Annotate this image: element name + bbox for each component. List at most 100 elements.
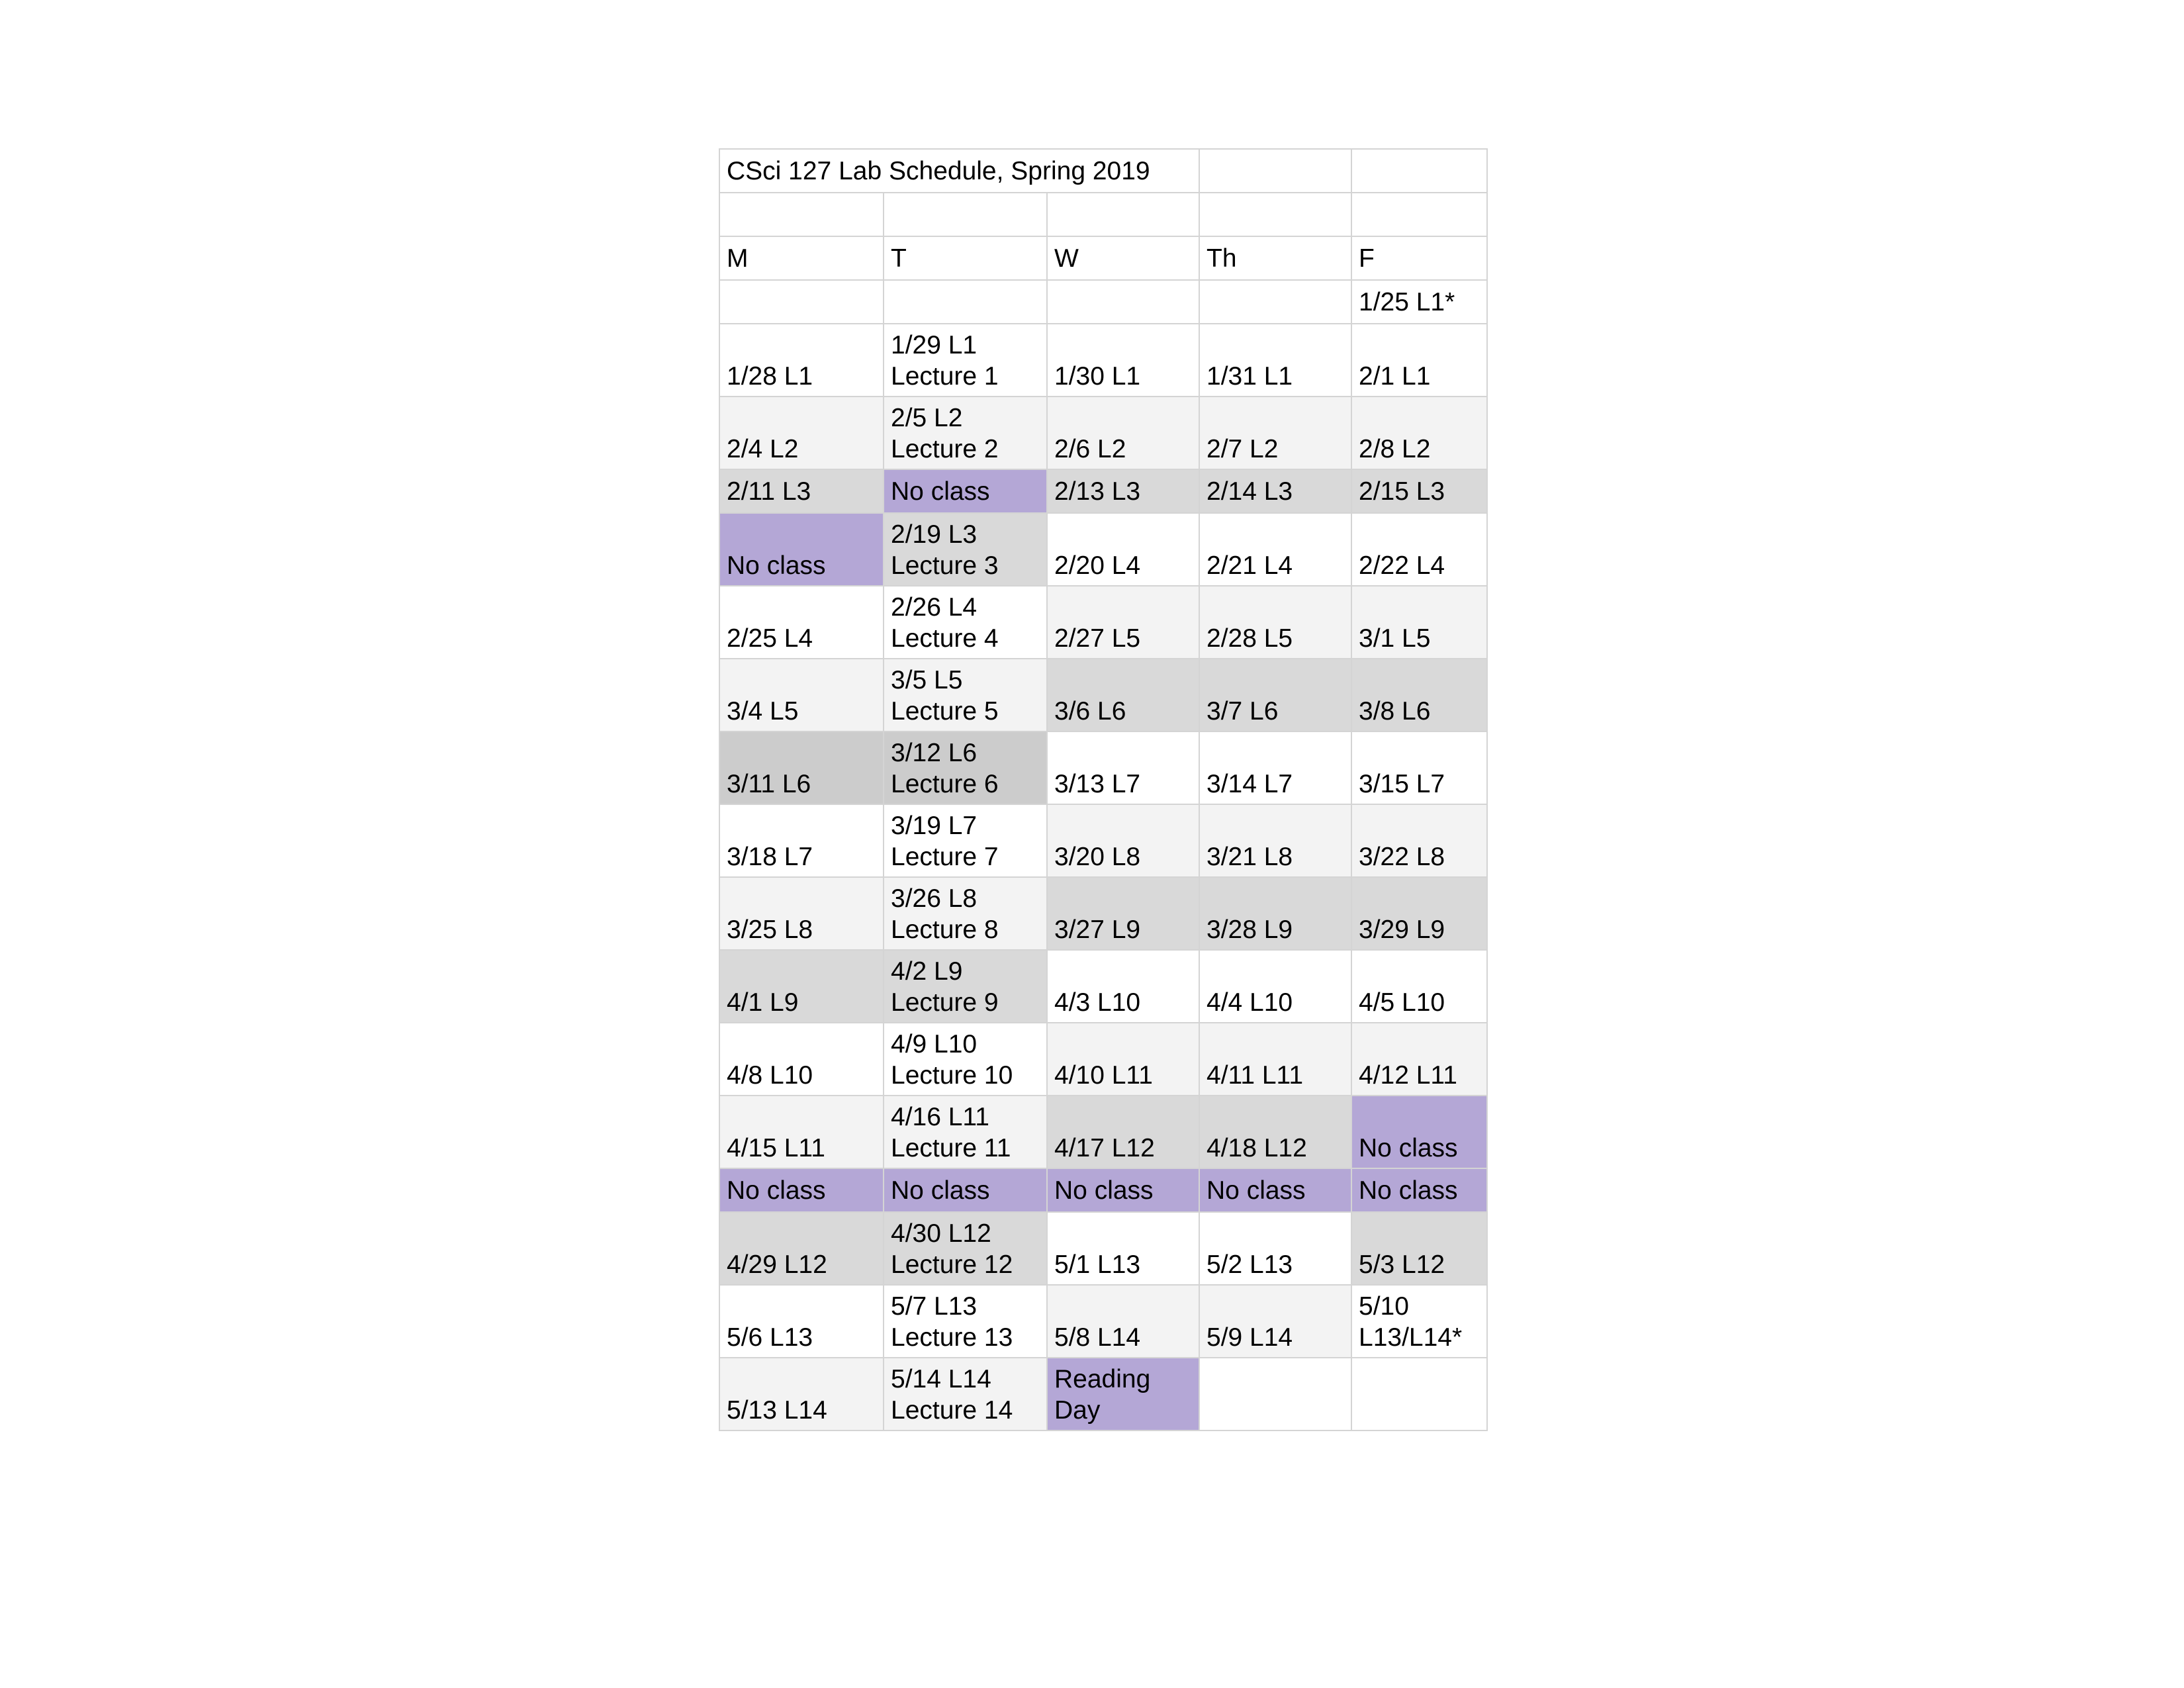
schedule-cell-friday: 3/22 L8 [1351, 804, 1488, 878]
schedule-cell-friday: No class [1351, 1168, 1488, 1213]
schedule-cell-wednesday: 4/10 L11 [1046, 1022, 1200, 1096]
cell-text-line: 2/11 L3 [727, 477, 811, 506]
schedule-cell-friday: 2/15 L3 [1351, 469, 1488, 514]
schedule-cell-friday: 5/10 L13/L14* [1351, 1284, 1488, 1358]
cell-text-line: No class [1206, 1176, 1306, 1205]
cell-text-line: 3/12 L6 [891, 739, 978, 767]
day-header-friday: F [1351, 236, 1488, 281]
cell-text-line: 4/11 L11 [1206, 1061, 1304, 1090]
schedule-row: No class 2/19 L3 Lecture 3 2/20 L4 2/21 L4 2/… [719, 512, 1488, 586]
schedule-cell-wednesday: Reading Day [1046, 1357, 1200, 1431]
schedule-cell-thursday: 3/7 L6 [1199, 658, 1352, 732]
title-row: CSci 127 Lab Schedule, Spring 2019 [719, 148, 1488, 193]
schedule-cell-wednesday: 2/27 L5 [1046, 585, 1200, 659]
schedule-row: 5/6 L13 5/7 L13 Lecture 13 5/8 L14 5/9 L14 5/… [719, 1284, 1488, 1358]
cell-text-line: No class [727, 1176, 826, 1205]
cell-text-line: Lecture 4 [891, 624, 999, 653]
schedule-cell-tuesday: 4/9 L10 Lecture 10 [883, 1022, 1048, 1096]
cell-text-line: Lecture 10 [891, 1061, 1013, 1090]
schedule-row: 5/13 L14 5/14 L14 Lecture 14 Reading Day [719, 1357, 1488, 1431]
empty-cell [883, 192, 1048, 237]
day-header-thursday: Th [1199, 236, 1352, 281]
cell-text-line: 2/26 L4 [891, 593, 978, 622]
cell-text-line: 3/25 L8 [727, 915, 813, 944]
schedule-cell-tuesday: 4/2 L9 Lecture 9 [883, 949, 1048, 1023]
empty-cell [1351, 148, 1488, 193]
cell-text-line: 2/7 L2 [1206, 435, 1279, 463]
empty-cell [1199, 192, 1352, 237]
schedule-cell-friday: 3/8 L6 [1351, 658, 1488, 732]
cell-text-line: 4/15 L11 [727, 1134, 825, 1162]
schedule-cell-monday: 5/6 L13 [719, 1284, 884, 1358]
cell-text-line: Lecture 5 [891, 697, 999, 726]
cell-text-line: 3/22 L8 [1359, 843, 1445, 871]
cell-text-line: 4/3 L10 [1054, 988, 1141, 1017]
schedule-row: 1/28 L1 1/29 L1 Lecture 1 1/30 L1 1/31 L1 2/1… [719, 323, 1488, 397]
schedule-cell-wednesday: 2/20 L4 [1046, 512, 1200, 586]
schedule-cell-monday: 3/4 L5 [719, 658, 884, 732]
schedule-cell-monday: 1/28 L1 [719, 323, 884, 397]
cell-text-line: 2/20 L4 [1054, 551, 1141, 580]
cell-text-line: L13/L14* [1359, 1323, 1463, 1352]
cell-text-line: 4/2 L9 [891, 957, 963, 986]
cell-text-line: 1/25 L1* [1359, 287, 1455, 316]
cell-text-line: 1/30 L1 [1054, 362, 1141, 391]
schedule-cell-monday: 4/8 L10 [719, 1022, 884, 1096]
schedule-cell-monday: 3/18 L7 [719, 804, 884, 878]
cell-text-line: 3/26 L8 [891, 884, 978, 913]
schedule-cell-monday: 3/25 L8 [719, 876, 884, 951]
cell-text-line: Lecture 11 [891, 1134, 1011, 1162]
schedule-cell-tuesday: 5/7 L13 Lecture 13 [883, 1284, 1048, 1358]
schedule-cell-friday: No class [1351, 1095, 1488, 1169]
schedule-cell-monday: 3/11 L6 [719, 731, 884, 805]
schedule-cell-wednesday: 4/17 L12 [1046, 1095, 1200, 1169]
schedule-cell-monday: 2/25 L4 [719, 585, 884, 659]
cell-text-line: Lecture 8 [891, 915, 999, 944]
schedule-cell-wednesday: No class [1046, 1168, 1200, 1213]
cell-text-line: 3/19 L7 [891, 812, 978, 840]
cell-text-line: 3/6 L6 [1054, 697, 1126, 726]
cell-text-line: 2/19 L3 [891, 520, 978, 549]
cell-text-line: No class [1359, 1134, 1458, 1162]
cell-text-line: No class [727, 551, 826, 580]
schedule-cell-tuesday: 2/19 L3 Lecture 3 [883, 512, 1048, 586]
day-header-wednesday: W [1046, 236, 1200, 281]
cell-text-line: 5/14 L14 [891, 1365, 991, 1393]
schedule-row: 1/25 L1* [719, 279, 1488, 324]
schedule-row: 4/1 L9 4/2 L9 Lecture 9 4/3 L10 4/4 L10 4/5 L… [719, 949, 1488, 1023]
cell-text-line: 4/9 L10 [891, 1030, 978, 1058]
cell-text-line: 4/18 L12 [1206, 1134, 1307, 1162]
schedule-cell-wednesday: 5/8 L14 [1046, 1284, 1200, 1358]
schedule-cell-friday: 1/25 L1* [1351, 279, 1488, 324]
cell-text-line: 5/9 L14 [1206, 1323, 1293, 1352]
schedule-cell-monday: 2/11 L3 [719, 469, 884, 514]
schedule-cell-tuesday: 2/5 L2 Lecture 2 [883, 396, 1048, 470]
cell-text-line: 5/3 L12 [1359, 1250, 1445, 1279]
schedule-row: 4/29 L12 4/30 L12 Lecture 12 5/1 L13 5/2 L13… [719, 1211, 1488, 1286]
cell-text-line: 2/5 L2 [891, 404, 963, 432]
schedule-cell-wednesday: 2/13 L3 [1046, 469, 1200, 514]
cell-text-line: Lecture 12 [891, 1250, 1013, 1279]
cell-text-line: 1/29 L1 [891, 331, 978, 359]
cell-text-line: 4/4 L10 [1206, 988, 1293, 1017]
cell-text-line: 2/6 L2 [1054, 435, 1126, 463]
schedule-cell-monday: 4/15 L11 [719, 1095, 884, 1169]
cell-text-line: Lecture 3 [891, 551, 999, 580]
cell-text-line: 4/8 L10 [727, 1061, 813, 1090]
schedule-cell-tuesday: No class [883, 1168, 1048, 1213]
schedule-cell-tuesday: 3/19 L7 Lecture 7 [883, 804, 1048, 878]
cell-text-line: 2/21 L4 [1206, 551, 1293, 580]
cell-text-line: 4/1 L9 [727, 988, 799, 1017]
schedule-row: 3/11 L6 3/12 L6 Lecture 6 3/13 L7 3/14 L7 3/1… [719, 731, 1488, 805]
empty-cell [1351, 192, 1488, 237]
cell-text-line: 5/1 L13 [1054, 1250, 1141, 1279]
schedule-row: 4/15 L11 4/16 L11 Lecture 11 4/17 L12 4/18 L… [719, 1095, 1488, 1169]
cell-text-line: No class [1359, 1176, 1458, 1205]
schedule-cell-thursday [1199, 279, 1352, 324]
schedule-cell-tuesday: 1/29 L1 Lecture 1 [883, 323, 1048, 397]
cell-text-line: 2/27 L5 [1054, 624, 1141, 653]
cell-text-line: 4/10 L11 [1054, 1061, 1153, 1090]
schedule-cell-thursday: 4/18 L12 [1199, 1095, 1352, 1169]
schedule-cell-wednesday: 3/13 L7 [1046, 731, 1200, 805]
schedule-cell-thursday: 2/28 L5 [1199, 585, 1352, 659]
